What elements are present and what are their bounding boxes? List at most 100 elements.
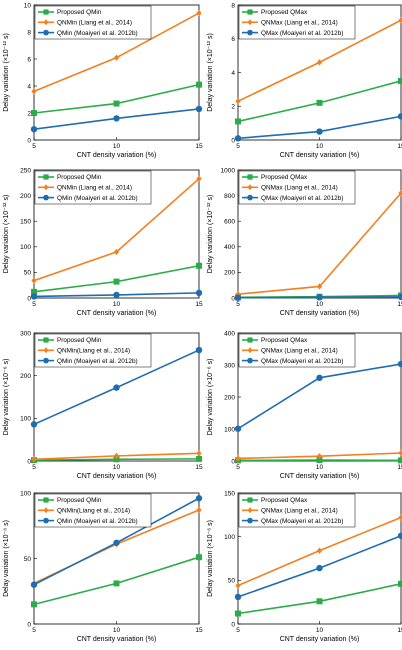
data-point	[31, 277, 37, 284]
legend-entry: QMin (Moaiyeri et al. 2012b)	[57, 518, 138, 525]
data-point	[113, 54, 120, 61]
legend-entry: QMax (Moaiyeri et al. 2012b)	[261, 358, 343, 365]
data-point	[196, 455, 202, 462]
legend-entry: QMin (Moaiyeri et al. 2012b)	[57, 195, 138, 202]
data-point	[234, 135, 242, 142]
y-axis-label: Delay variation (×10⁻¹² s)	[207, 195, 214, 274]
legend-swatch-marker	[43, 497, 49, 503]
data-point	[30, 126, 38, 133]
data-point	[316, 294, 323, 301]
y-tick-label: 0	[27, 458, 31, 465]
legend-entry: QMin (Moaiyeri et al. 2012b)	[57, 30, 138, 37]
y-tick-label: 6	[27, 56, 31, 63]
y-axis-label: Delay variation (×10⁻⁶ s)	[3, 359, 10, 436]
data-point	[235, 610, 241, 617]
x-tick-label: 10	[316, 627, 324, 634]
legend-swatch-marker	[43, 19, 49, 26]
data-point	[113, 580, 120, 587]
legend-entry: QMax (Moaiyeri et al. 2012b)	[261, 518, 343, 525]
data-point	[234, 425, 242, 432]
y-tick-label: 150	[20, 219, 31, 226]
data-point	[316, 598, 323, 605]
x-tick-label: 10	[113, 301, 121, 308]
data-point	[31, 288, 37, 295]
data-point	[113, 539, 120, 546]
x-tick-label: 5	[236, 627, 240, 634]
y-tick-label: 2	[27, 110, 31, 117]
x-axis-label: CNT density variation (%)	[77, 310, 157, 317]
x-axis-label: CNT density variation (%)	[280, 473, 360, 480]
data-point	[316, 564, 323, 572]
x-tick-label: 5	[32, 627, 36, 634]
y-tick-label: 1000	[221, 167, 236, 174]
data-point	[196, 506, 202, 514]
x-tick-label: 10	[316, 464, 324, 471]
legend-entry: QNMax (Liang et al., 2014)	[261, 185, 338, 192]
x-tick-label: 15	[195, 464, 203, 471]
y-tick-label: 200	[20, 193, 31, 200]
legend-entry: Proposed QMin	[57, 174, 102, 181]
legend-entry: QNMax (Liang et al., 2014)	[261, 508, 338, 515]
x-tick-label: 10	[113, 464, 121, 471]
legend-swatch-marker	[247, 29, 253, 36]
x-axis-label: CNT density variation (%)	[280, 152, 360, 159]
data-point	[196, 554, 202, 561]
data-point	[316, 99, 323, 106]
legend-box	[238, 333, 356, 368]
data-point	[316, 283, 323, 290]
data-point	[196, 262, 202, 269]
data-point	[316, 453, 323, 460]
data-point	[196, 175, 202, 182]
y-tick-label: 50	[228, 578, 236, 585]
chart-panel-1: 0 2 4 6 8 10 5 10 15 Delay variation (×10⁻¹² s) CN…	[3, 2, 203, 159]
legend-entry: Proposed QMax	[261, 174, 308, 181]
legend-swatch-marker	[247, 174, 253, 180]
y-tick-label: 300	[20, 330, 31, 337]
legend-swatch-marker	[43, 517, 49, 524]
x-axis-label: CNT density variation (%)	[77, 636, 157, 643]
legend-swatch-marker	[43, 9, 49, 15]
data-point	[316, 59, 323, 66]
data-point	[196, 450, 202, 457]
legend-swatch-marker	[43, 194, 49, 201]
legend-entry: Proposed QMax	[261, 9, 308, 16]
data-point	[316, 547, 323, 554]
legend-entry: Proposed QMax	[261, 337, 308, 344]
y-tick-label: 0	[27, 295, 31, 302]
y-axis-label: Delay variation (×10⁻¹² s)	[207, 33, 214, 112]
y-tick-label: 400	[224, 244, 235, 251]
y-axis-label: Delay variation (×10⁻⁶ s)	[207, 520, 214, 597]
legend-swatch-marker	[43, 507, 49, 514]
data-point	[398, 514, 402, 521]
chart-panel-4: 0 200 400 600 800 1000 5 10 15 Delay variation (×…	[207, 167, 402, 317]
x-axis-label: CNT density variation (%)	[280, 310, 360, 317]
series-line-3	[237, 115, 402, 140]
legend-entry: Proposed QMin	[57, 497, 102, 504]
data-point	[398, 449, 402, 457]
y-tick-label: 300	[224, 362, 235, 369]
legend-box	[238, 5, 356, 40]
legend-swatch-marker	[43, 337, 49, 343]
data-point	[398, 580, 402, 587]
legend-entry: QNMax (Liang et al., 2014)	[261, 20, 338, 27]
data-point	[397, 532, 402, 539]
x-tick-label: 5	[236, 301, 240, 308]
legend-swatch-marker	[247, 184, 253, 191]
x-axis-label: CNT density variation (%)	[77, 473, 157, 480]
data-point	[398, 16, 402, 24]
y-tick-label: 2	[231, 104, 235, 111]
data-point	[196, 81, 202, 88]
data-point	[113, 248, 120, 256]
y-tick-label: 0	[27, 137, 31, 144]
legend-swatch-marker	[43, 357, 49, 364]
y-tick-label: 250	[20, 167, 31, 174]
x-tick-label: 15	[397, 143, 402, 150]
data-point	[398, 189, 402, 197]
x-tick-label: 5	[32, 143, 36, 150]
y-tick-label: 100	[20, 244, 31, 251]
legend-swatch-marker	[247, 19, 253, 26]
data-point	[113, 291, 120, 299]
legend-entry: QMax (Moaiyeri et al. 2012b)	[261, 195, 343, 202]
y-tick-label: 10	[24, 2, 32, 9]
